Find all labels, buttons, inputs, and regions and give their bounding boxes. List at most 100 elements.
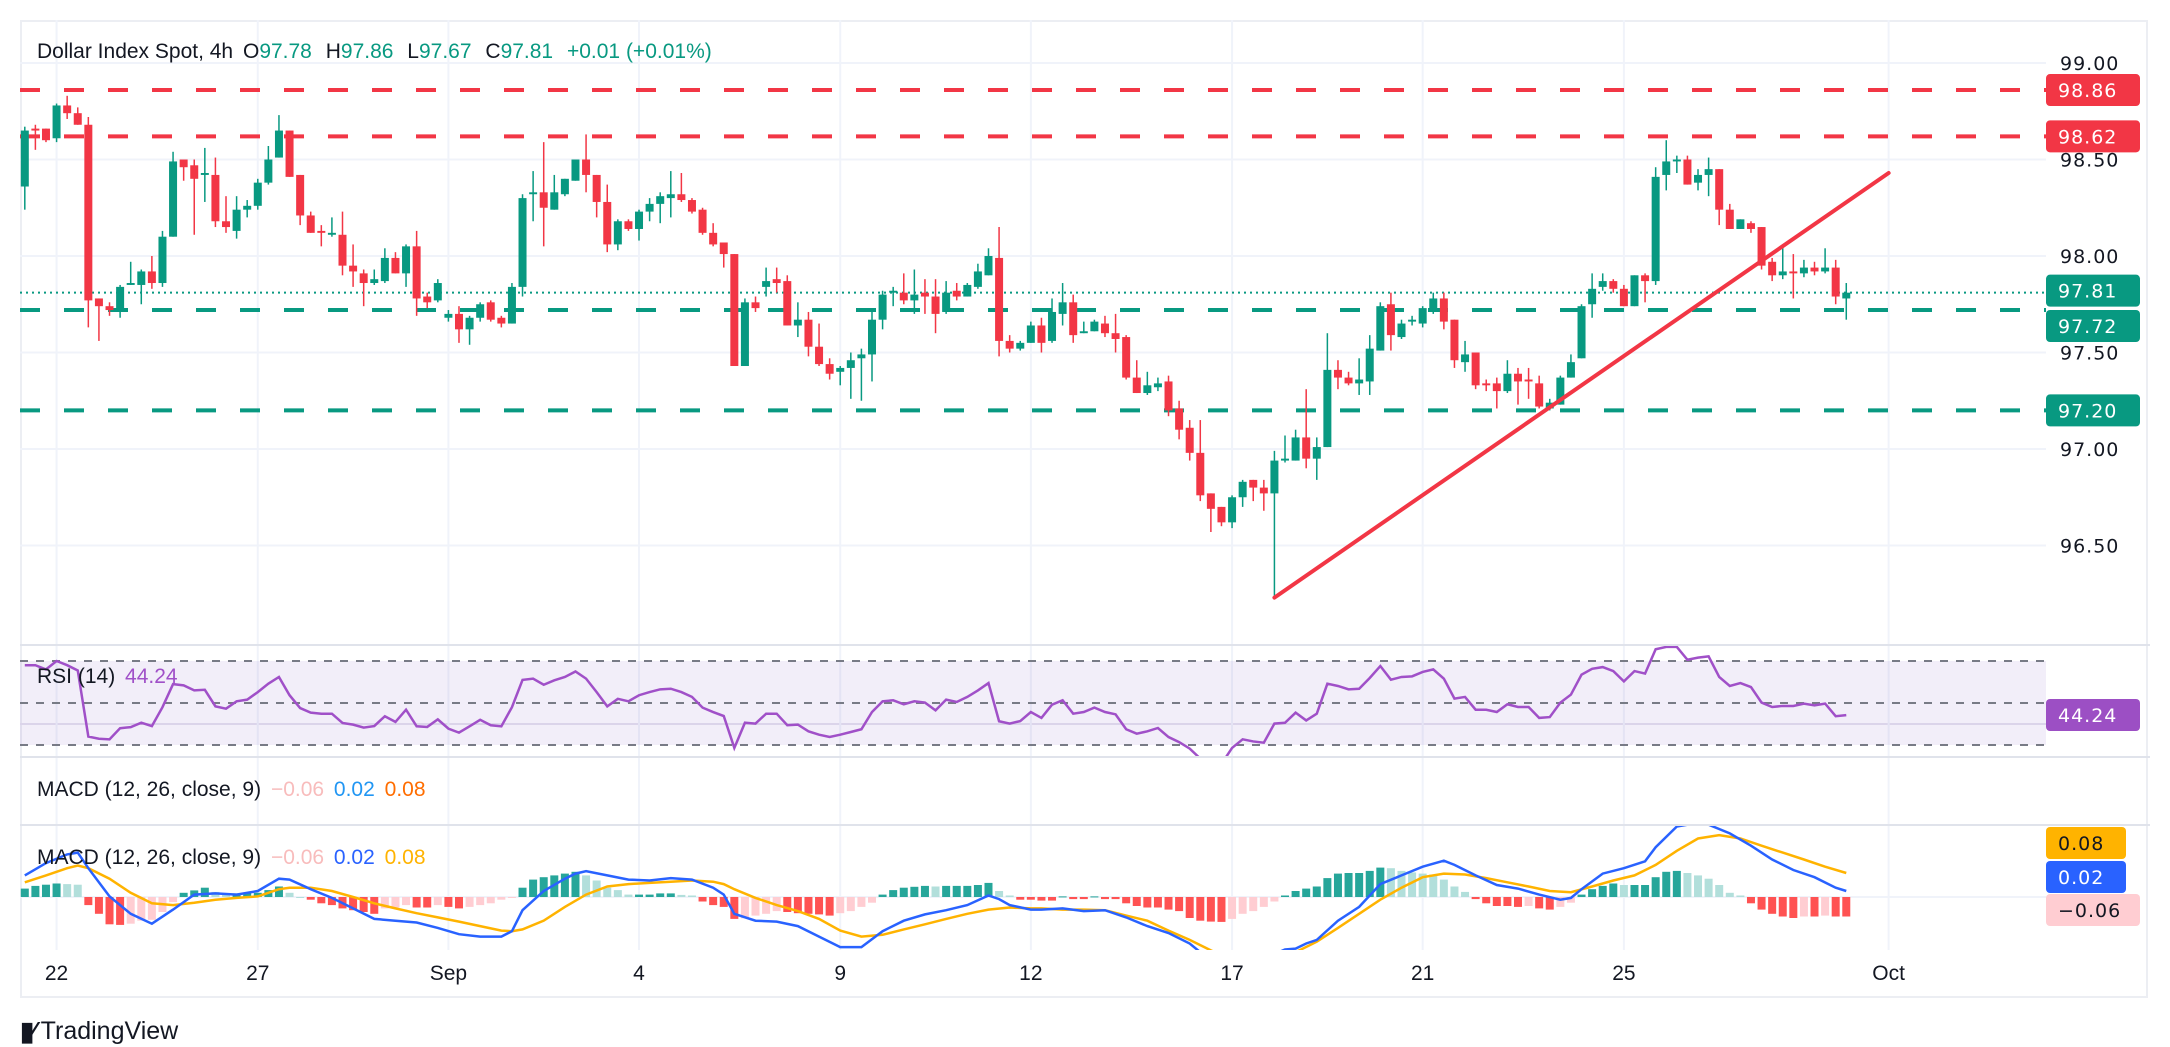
candle[interactable] bbox=[1683, 155, 1692, 185]
candle[interactable] bbox=[550, 174, 559, 210]
candle[interactable] bbox=[645, 198, 654, 222]
candle[interactable] bbox=[338, 211, 347, 276]
candle[interactable] bbox=[1058, 283, 1067, 326]
candle[interactable] bbox=[613, 219, 622, 251]
candle[interactable] bbox=[1143, 371, 1152, 395]
candle[interactable] bbox=[391, 252, 400, 274]
candle[interactable] bbox=[529, 171, 538, 222]
candle[interactable] bbox=[116, 284, 125, 318]
candle[interactable] bbox=[1429, 292, 1438, 314]
candle[interactable] bbox=[1397, 319, 1406, 339]
candle[interactable] bbox=[995, 227, 1004, 357]
candle[interactable] bbox=[1185, 420, 1194, 461]
candle[interactable] bbox=[1619, 284, 1628, 307]
candle[interactable] bbox=[920, 279, 929, 314]
candle[interactable] bbox=[1609, 279, 1618, 293]
candle[interactable] bbox=[1662, 140, 1671, 191]
candle[interactable] bbox=[1090, 319, 1099, 332]
candle[interactable] bbox=[1524, 367, 1533, 399]
candle[interactable] bbox=[73, 107, 82, 125]
candle[interactable] bbox=[1461, 340, 1470, 372]
candle[interactable] bbox=[317, 225, 326, 247]
candle[interactable] bbox=[1355, 358, 1364, 395]
candle[interactable] bbox=[126, 261, 135, 285]
candle[interactable] bbox=[772, 267, 781, 293]
candle[interactable] bbox=[507, 283, 516, 324]
candle[interactable] bbox=[285, 130, 294, 177]
candle[interactable] bbox=[465, 315, 474, 345]
candle[interactable] bbox=[1079, 321, 1088, 334]
rsi-line[interactable] bbox=[24, 646, 1847, 765]
candle[interactable] bbox=[147, 256, 156, 289]
candle[interactable] bbox=[973, 263, 982, 289]
candle[interactable] bbox=[306, 211, 315, 233]
candle[interactable] bbox=[677, 173, 686, 202]
candle[interactable] bbox=[222, 196, 231, 233]
candle[interactable] bbox=[1821, 248, 1830, 274]
candle[interactable] bbox=[1259, 479, 1268, 511]
candle[interactable] bbox=[190, 159, 199, 235]
candle[interactable] bbox=[783, 275, 792, 326]
candle[interactable] bbox=[1799, 259, 1808, 278]
candle[interactable] bbox=[899, 273, 908, 305]
candle[interactable] bbox=[1005, 335, 1014, 353]
candle[interactable] bbox=[793, 302, 802, 338]
candle[interactable] bbox=[253, 178, 262, 210]
candle[interactable] bbox=[41, 128, 50, 143]
candle[interactable] bbox=[1111, 313, 1120, 353]
candle[interactable] bbox=[1122, 335, 1131, 380]
candle[interactable] bbox=[687, 198, 696, 214]
candle[interactable] bbox=[349, 244, 358, 287]
candle[interactable] bbox=[327, 217, 336, 237]
candle[interactable] bbox=[1408, 315, 1417, 326]
candle[interactable] bbox=[423, 292, 432, 309]
candle[interactable] bbox=[1365, 335, 1374, 395]
candle[interactable] bbox=[635, 209, 644, 241]
candle[interactable] bbox=[931, 279, 940, 334]
candle[interactable] bbox=[1281, 435, 1290, 463]
candle[interactable] bbox=[1503, 360, 1512, 394]
candle[interactable] bbox=[571, 159, 580, 181]
candle[interactable] bbox=[656, 192, 665, 224]
candle[interactable] bbox=[518, 194, 527, 297]
candle[interactable] bbox=[539, 142, 548, 247]
candle[interactable] bbox=[1344, 371, 1353, 386]
candle[interactable] bbox=[1439, 292, 1448, 330]
candle[interactable] bbox=[1217, 506, 1226, 527]
candle[interactable] bbox=[1736, 219, 1745, 229]
candle[interactable] bbox=[1164, 375, 1173, 417]
candle[interactable] bbox=[94, 298, 103, 341]
candle[interactable] bbox=[751, 296, 760, 312]
candle[interactable] bbox=[1153, 377, 1162, 392]
symbol-title[interactable]: Dollar Index Spot, 4h bbox=[37, 40, 234, 63]
candle[interactable] bbox=[1302, 389, 1311, 469]
candle[interactable] bbox=[984, 248, 993, 276]
candle[interactable] bbox=[868, 311, 876, 382]
macd-signal-line[interactable] bbox=[24, 833, 1847, 966]
candle[interactable] bbox=[1778, 244, 1787, 280]
candle[interactable] bbox=[942, 281, 951, 314]
candle[interactable] bbox=[910, 269, 919, 314]
candle[interactable] bbox=[179, 159, 188, 181]
candle[interactable] bbox=[952, 283, 961, 301]
candle[interactable] bbox=[1577, 304, 1586, 359]
candle[interactable] bbox=[1026, 321, 1035, 343]
candle[interactable] bbox=[740, 298, 749, 367]
candle[interactable] bbox=[698, 207, 707, 235]
candle[interactable] bbox=[1069, 294, 1078, 343]
candle[interactable] bbox=[137, 269, 146, 305]
candle[interactable] bbox=[1249, 479, 1258, 502]
candle[interactable] bbox=[1270, 450, 1279, 598]
candle[interactable] bbox=[963, 283, 972, 297]
candle[interactable] bbox=[1789, 254, 1798, 299]
candle[interactable] bbox=[666, 171, 675, 218]
candle[interactable] bbox=[825, 358, 834, 380]
candle[interactable] bbox=[603, 184, 612, 253]
candle[interactable] bbox=[1175, 400, 1184, 440]
macd-label[interactable]: MACD (12, 26, close, 9) bbox=[37, 778, 262, 801]
candle[interactable] bbox=[1418, 306, 1427, 328]
candle[interactable] bbox=[158, 230, 167, 287]
candle[interactable] bbox=[1513, 367, 1522, 405]
candle[interactable] bbox=[624, 219, 633, 231]
